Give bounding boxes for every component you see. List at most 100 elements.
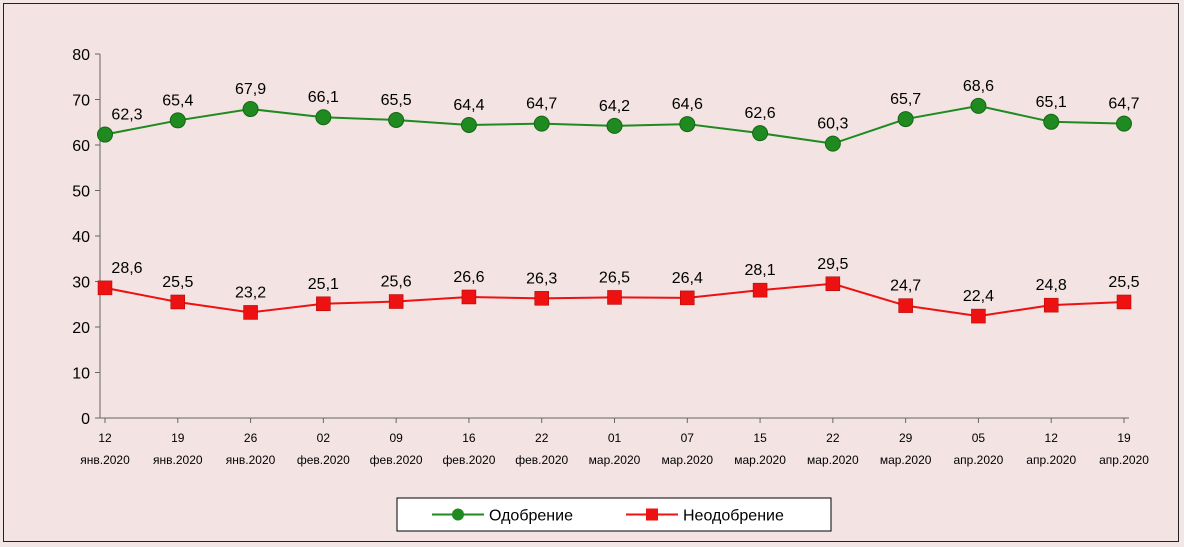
data-label: 64,7 [1108,96,1139,113]
point-disapproval [971,308,986,324]
data-label: 62,6 [745,105,776,122]
x-tick-label-day: 15 [753,431,767,445]
legend-label-disapproval: Неодобрение [683,508,784,525]
point-disapproval [1043,297,1059,313]
data-label: 28,1 [745,262,776,279]
point-disapproval [607,290,622,305]
x-tick-label-month: мар.2020 [807,453,859,467]
data-label: 26,3 [526,270,557,287]
point-approval [1116,115,1132,132]
point-disapproval [97,280,113,296]
point-disapproval [534,291,549,306]
point-approval [897,111,914,128]
point-disapproval [752,282,768,298]
x-tick-label-month: мар.2020 [880,453,932,467]
data-label: 65,5 [381,92,412,109]
y-tick-label: 10 [72,366,90,383]
point-disapproval [461,289,477,305]
x-tick-label-month: апр.2020 [1026,453,1076,467]
x-tick-label-day: 19 [171,431,185,445]
data-labels: 62,3 65,4 67,9 66,1 65,5 64,4 64,7 64,2 64,6 62,6… [111,78,1139,305]
data-label: 62,3 [111,107,142,124]
x-tick-label-day: 29 [899,431,913,445]
point-approval [315,109,332,126]
legend: Одобрение Неодобрение [396,497,832,532]
x-tick-label-month: янв.2020 [80,453,130,467]
point-disapproval [825,276,841,292]
x-tick-label-day: 19 [1117,431,1131,445]
point-disapproval [316,296,331,312]
x-tick-label-day: 09 [389,431,403,445]
point-disapproval [1116,294,1132,310]
y-tick-label: 60 [72,138,90,155]
data-label: 67,9 [235,81,266,98]
data-label: 60,3 [817,116,848,133]
point-approval [388,111,405,128]
data-label: 68,6 [963,78,994,95]
data-label: 65,1 [1036,94,1067,111]
y-tick-label: 50 [72,184,90,201]
data-label: 65,7 [890,91,921,108]
data-label: 64,6 [672,96,703,113]
x-tick-label-day: 26 [244,431,258,445]
data-label: 26,5 [599,269,630,286]
point-approval [97,126,113,143]
point-approval [533,115,550,132]
data-label: 28,6 [111,260,142,277]
x-tick-label-month: апр.2020 [953,453,1003,467]
x-tick-label-day: 22 [535,431,549,445]
point-disapproval [170,294,186,310]
data-label: 24,7 [890,278,921,295]
point-approval [1043,113,1060,130]
point-approval [824,135,841,152]
data-label: 24,8 [1036,277,1067,294]
point-approval [679,116,696,133]
data-label: 26,6 [453,269,484,286]
x-tick-label-month: мар.2020 [734,453,786,467]
point-approval [752,125,769,142]
y-tick-label: 80 [72,47,90,64]
y-tick-label: 40 [72,229,90,246]
chart-frame [3,3,1179,542]
legend-marker-approval [452,508,464,521]
data-label: 29,5 [817,256,848,273]
data-label: 25,5 [1108,274,1139,291]
x-tick-label-day: 12 [98,431,112,445]
x-tick-label-day: 01 [608,431,622,445]
series-layer [97,97,1132,324]
legend-marker-disapproval [646,508,658,521]
legend-label-approval: Одобрение [489,508,573,525]
point-approval [242,101,259,118]
x-tick-label-day: 16 [462,431,476,445]
data-label: 23,2 [235,284,266,301]
point-approval [169,112,186,129]
data-label: 66,1 [308,89,339,106]
data-label: 64,7 [526,96,557,113]
point-approval [970,97,987,114]
x-tick-label-day: 22 [826,431,840,445]
x-tick-label-month: мар.2020 [589,453,641,467]
data-label: 22,4 [963,288,994,305]
axes: 0102030405060708012янв.202019янв.202026я… [72,47,1149,467]
x-tick-label-month: янв.2020 [226,453,276,467]
x-tick-label-month: мар.2020 [661,453,713,467]
data-label: 26,4 [672,270,703,287]
x-tick-label-day: 12 [1045,431,1059,445]
x-tick-label-month: фев.2020 [297,453,350,467]
x-tick-label-month: янв.2020 [153,453,203,467]
point-disapproval [898,298,913,313]
y-tick-label: 70 [72,93,90,110]
y-tick-label: 0 [81,411,90,428]
data-label: 64,4 [453,97,484,114]
point-disapproval [680,290,695,306]
data-label: 25,6 [381,274,412,291]
x-tick-label-month: фев.2020 [370,453,423,467]
data-label: 25,5 [162,274,193,291]
point-approval [606,117,623,134]
x-tick-label-day: 02 [317,431,331,445]
point-disapproval [243,305,258,320]
data-label: 25,1 [308,276,339,293]
x-tick-label-day: 07 [681,431,695,445]
x-tick-label-month: фев.2020 [442,453,495,467]
